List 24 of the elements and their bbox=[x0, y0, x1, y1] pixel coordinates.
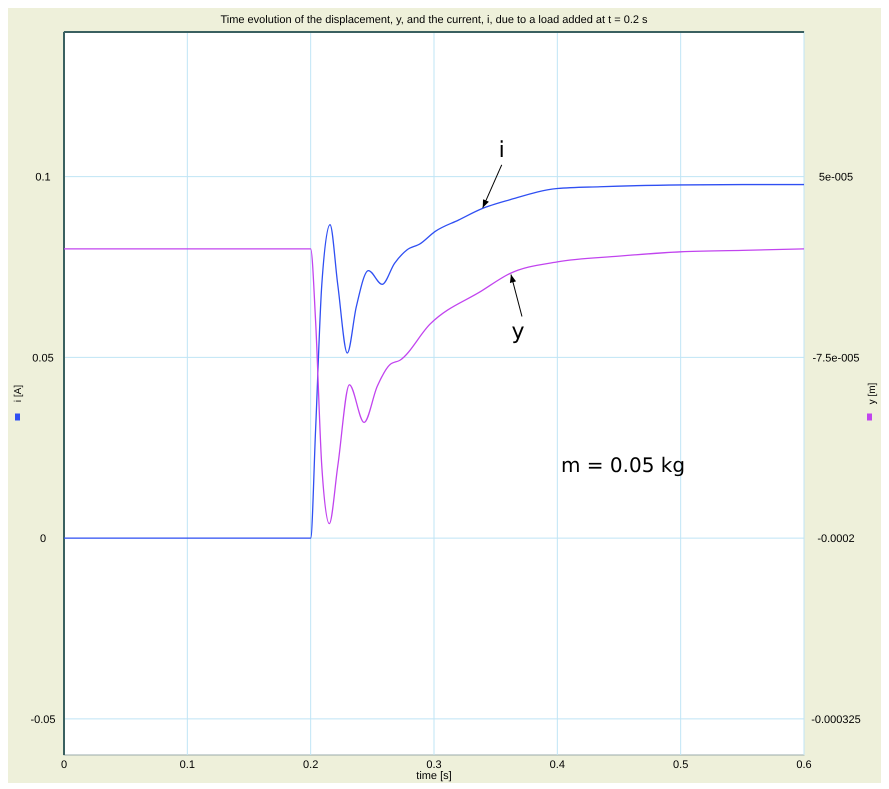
x-tick-label: 0.6 bbox=[796, 759, 812, 771]
y-tick-label: 0 bbox=[40, 533, 46, 546]
x-axis-title: time [s] bbox=[416, 770, 452, 782]
x-tick-label: 0.3 bbox=[426, 759, 442, 771]
x-tick-label: 0.4 bbox=[550, 759, 565, 771]
y2-tick-label: -7.5e-005 bbox=[812, 352, 860, 364]
y-axis-title: i [A] bbox=[13, 384, 24, 402]
x-tick-label: 0 bbox=[60, 759, 68, 771]
y2-tick-label: 5e-005 bbox=[818, 172, 854, 184]
x-tick-label: 0.5 bbox=[673, 759, 688, 771]
series-label: y bbox=[511, 319, 524, 344]
series-label: i bbox=[498, 138, 505, 163]
annotation: m = 0.05 kg bbox=[560, 452, 686, 477]
line-series bbox=[63, 248, 805, 524]
chart-title: Time evolution of the displacement, y, and the current, i, due to a load added at t = 0.2 s bbox=[220, 14, 648, 26]
y-tick-label: -0.05 bbox=[30, 714, 56, 726]
y-tick-label: 0.1 bbox=[35, 172, 51, 184]
y2-tick-label: -0.000325 bbox=[811, 714, 861, 726]
x-tick-label: 0.2 bbox=[303, 759, 318, 771]
y2-axis-title: y [m] bbox=[867, 382, 878, 404]
y-tick-label: 0.05 bbox=[32, 352, 54, 364]
y2-tick-label: -0.0002 bbox=[817, 533, 855, 546]
x-tick-label: 0.1 bbox=[180, 759, 195, 771]
line-series bbox=[63, 184, 805, 539]
